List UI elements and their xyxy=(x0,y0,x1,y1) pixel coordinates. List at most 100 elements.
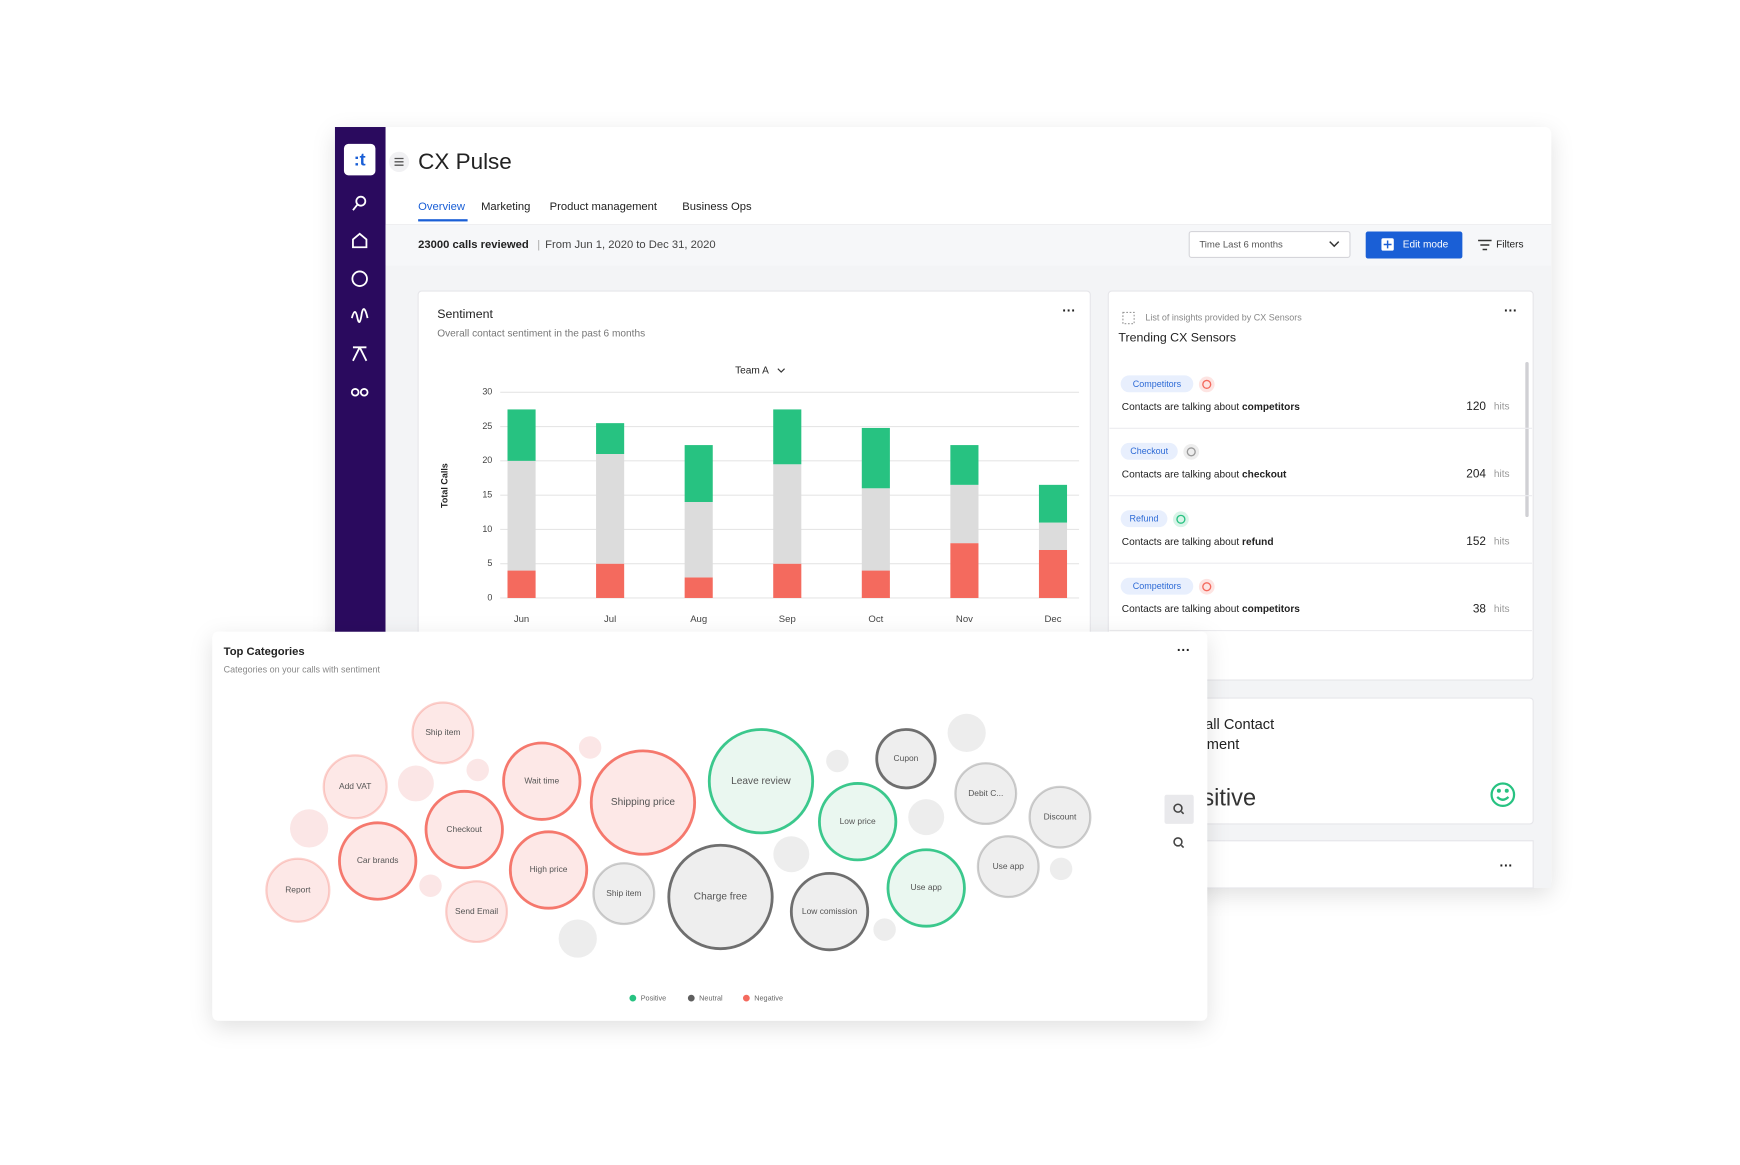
legend-label: Neutral xyxy=(699,994,723,1003)
sentiment-icon-ring xyxy=(1202,582,1212,592)
legend-label: Negative xyxy=(754,994,783,1003)
top-categories-panel: Top Categories Categories on your calls … xyxy=(212,631,1208,1021)
sensor-tag-bg[interactable] xyxy=(1120,375,1194,393)
nav-icon-part xyxy=(352,204,359,211)
tab[interactable]: Overview xyxy=(418,201,466,213)
zoom-out-handle xyxy=(1180,844,1185,849)
category-bubble[interactable] xyxy=(789,871,870,952)
sensors-title: Trending CX Sensors xyxy=(1118,331,1236,345)
nav-icon[interactable] xyxy=(355,195,367,207)
card-menu[interactable]: ··· xyxy=(1499,858,1512,873)
sentiment-icon xyxy=(1198,376,1215,393)
edit-icon-plus xyxy=(1383,240,1392,249)
tab[interactable]: Product management xyxy=(550,201,658,213)
panel-subtitle: Categories on your calls with sentiment xyxy=(224,664,381,674)
bubble-label: Low comission xyxy=(802,906,858,916)
bubble-label: Ship item xyxy=(425,727,460,737)
y-tick-label: 20 xyxy=(482,455,492,465)
sensor-tag-bg[interactable] xyxy=(1120,577,1194,595)
nav-icon[interactable] xyxy=(350,388,369,397)
bubble-label: Debit C... xyxy=(968,788,1003,798)
nav-icon[interactable] xyxy=(352,232,368,249)
zoom-in-icon xyxy=(1173,803,1183,813)
edit-mode-label: Edit mode xyxy=(1403,240,1449,251)
separator: | xyxy=(537,239,540,251)
time-dropdown[interactable] xyxy=(1188,230,1351,258)
category-bubble[interactable] xyxy=(502,741,582,821)
bubble-label: Report xyxy=(285,884,311,894)
legend-dot xyxy=(742,994,750,1002)
sentiment-icon-ring xyxy=(1186,447,1196,457)
category-bubble[interactable] xyxy=(445,880,509,944)
nav-icon[interactable] xyxy=(352,346,368,362)
sentiment-icon xyxy=(1183,443,1200,460)
legend-label: Positive xyxy=(641,994,667,1003)
category-bubble[interactable] xyxy=(707,728,815,835)
category-bubble[interactable] xyxy=(667,843,774,951)
bubble-label: Checkout xyxy=(446,824,482,834)
background-bubble xyxy=(1049,857,1073,881)
tab[interactable]: Marketing xyxy=(481,201,530,213)
card-menu[interactable]: ··· xyxy=(1504,303,1517,318)
sensor-tag-bg[interactable] xyxy=(1120,442,1178,460)
y-tick-label: 5 xyxy=(487,558,492,568)
sensor-keyword: refund xyxy=(1242,536,1273,547)
nav-icon[interactable] xyxy=(351,270,368,287)
sensor-tag-bg[interactable] xyxy=(1120,510,1168,528)
background-bubble xyxy=(419,874,442,897)
category-bubble[interactable] xyxy=(886,848,966,928)
y-axis-label: Total Calls xyxy=(439,463,449,508)
category-bubble[interactable] xyxy=(1028,785,1092,849)
card-menu[interactable]: ··· xyxy=(1062,303,1075,318)
sensor-hits-unit: hits xyxy=(1494,402,1510,413)
bar-segment xyxy=(773,563,802,598)
y-tick-label: 15 xyxy=(482,490,492,500)
category-bubble[interactable] xyxy=(954,762,1018,826)
bar-segment xyxy=(861,570,890,598)
bubble-chart: Ship item Add VAT Wait time Shipping price L… xyxy=(265,701,1092,1003)
category-bubble[interactable] xyxy=(976,835,1040,899)
logo[interactable] xyxy=(343,143,376,176)
bubble-label: Car brands xyxy=(357,855,399,865)
team-selector[interactable]: Team A xyxy=(735,366,769,377)
zoom-in[interactable] xyxy=(1164,794,1194,824)
sensor-keyword: competitors xyxy=(1242,604,1300,615)
category-bubble[interactable] xyxy=(338,821,418,901)
sensor-list: Competitors Contacts are talking about co… xyxy=(1109,375,1533,632)
category-bubble[interactable] xyxy=(411,701,475,765)
filters-label[interactable]: Filters xyxy=(1496,240,1524,251)
category-bubble[interactable] xyxy=(322,754,388,820)
sensor-hits-unit: hits xyxy=(1494,604,1510,615)
category-bubble[interactable] xyxy=(265,857,331,923)
bar-segment xyxy=(861,488,890,571)
category-bubble[interactable] xyxy=(592,862,656,926)
bar-segment xyxy=(950,543,979,598)
sensor-keyword: checkout xyxy=(1242,469,1287,480)
zoom-out-icon[interactable] xyxy=(1173,837,1183,847)
sensor-hits-unit: hits xyxy=(1494,469,1510,480)
nav-icon[interactable] xyxy=(350,308,369,323)
category-bubble[interactable] xyxy=(818,782,898,862)
category-bubble[interactable] xyxy=(508,830,589,910)
bar-segment xyxy=(1038,484,1068,523)
category-bubble[interactable] xyxy=(589,749,697,856)
sidebar-icons xyxy=(350,195,369,397)
chevron xyxy=(1329,241,1340,248)
tab[interactable]: Business Ops xyxy=(682,201,752,213)
sentiment-icon-ring xyxy=(1202,379,1212,390)
sensor-hits-unit: hits xyxy=(1494,536,1510,547)
bar-segment xyxy=(596,453,625,564)
sensor-description: Contacts are talking about xyxy=(1122,604,1242,615)
legend-dot xyxy=(687,994,695,1002)
category-bubble[interactable] xyxy=(424,789,504,870)
bar-segment xyxy=(950,445,979,485)
sensor-tag: Refund xyxy=(1130,514,1159,524)
background-bubble xyxy=(908,799,945,836)
panel-menu[interactable]: ··· xyxy=(1177,642,1190,657)
category-bubble[interactable] xyxy=(875,728,937,790)
scrollbar[interactable] xyxy=(1525,361,1529,518)
bubble-label: Leave review xyxy=(731,776,791,787)
bubble-label: Use app xyxy=(911,882,943,892)
filters-icon[interactable] xyxy=(1478,239,1492,251)
